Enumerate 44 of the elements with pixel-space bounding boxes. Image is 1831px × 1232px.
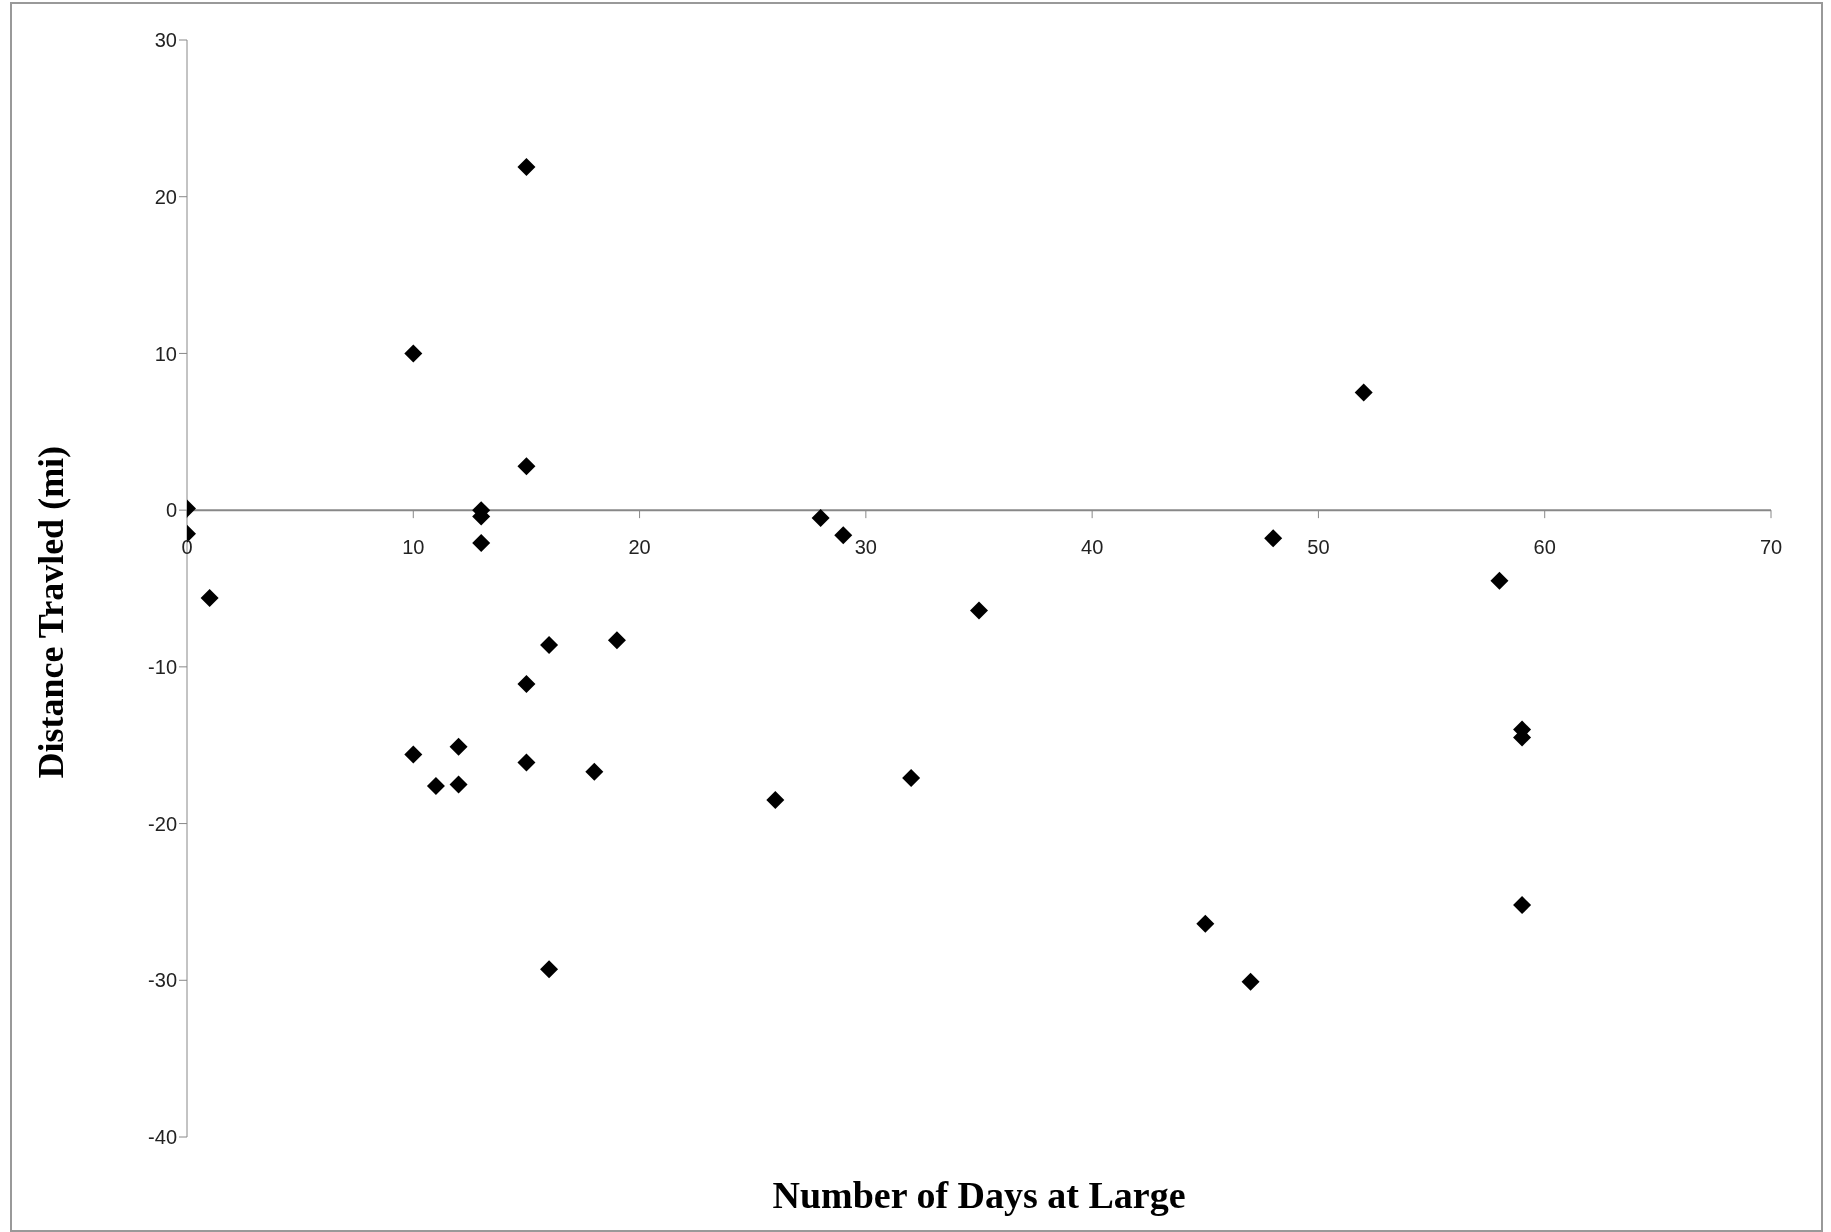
point bbox=[540, 635, 559, 654]
point bbox=[1241, 972, 1260, 991]
point bbox=[449, 775, 468, 794]
x-tick-label: 10 bbox=[402, 536, 425, 559]
point bbox=[449, 737, 468, 756]
point bbox=[540, 960, 559, 979]
point bbox=[517, 457, 536, 476]
point bbox=[200, 588, 219, 607]
point bbox=[517, 675, 536, 694]
y-axis-title: Distance Travled (mi) bbox=[30, 445, 71, 779]
x-tick-label: 20 bbox=[628, 536, 651, 559]
point bbox=[517, 753, 536, 772]
x-tick-label: 60 bbox=[1533, 536, 1556, 559]
point bbox=[902, 769, 921, 788]
point bbox=[426, 776, 445, 795]
point bbox=[472, 534, 491, 553]
x-tick-label: 30 bbox=[854, 536, 877, 559]
y-tick-label: 10 bbox=[154, 342, 177, 365]
point bbox=[1513, 896, 1532, 915]
y-tick-label: -20 bbox=[148, 812, 177, 835]
y-tick-label: -10 bbox=[148, 655, 177, 678]
y-tick-label: 30 bbox=[154, 29, 177, 52]
point bbox=[607, 631, 626, 650]
x-tick-label: 0 bbox=[181, 536, 193, 559]
point bbox=[1354, 383, 1373, 402]
x-tick-label: 40 bbox=[1081, 536, 1104, 559]
point bbox=[834, 526, 853, 545]
point bbox=[517, 157, 536, 176]
point bbox=[970, 601, 988, 620]
point bbox=[404, 344, 423, 363]
point bbox=[1490, 571, 1509, 590]
x-tick-label: 50 bbox=[1307, 536, 1330, 559]
y-tick-label: 20 bbox=[154, 185, 177, 208]
point bbox=[404, 745, 423, 764]
y-tick-label: -40 bbox=[148, 1126, 177, 1149]
y-tick-label: -30 bbox=[148, 969, 177, 992]
x-tick-label: 70 bbox=[1759, 536, 1783, 559]
point bbox=[1264, 529, 1283, 548]
point bbox=[1196, 914, 1215, 933]
point bbox=[811, 508, 830, 527]
point bbox=[585, 762, 604, 781]
x-axis-title: Number of Days at Large bbox=[772, 1174, 1186, 1216]
point bbox=[766, 791, 785, 810]
y-tick-label: 0 bbox=[165, 499, 177, 522]
